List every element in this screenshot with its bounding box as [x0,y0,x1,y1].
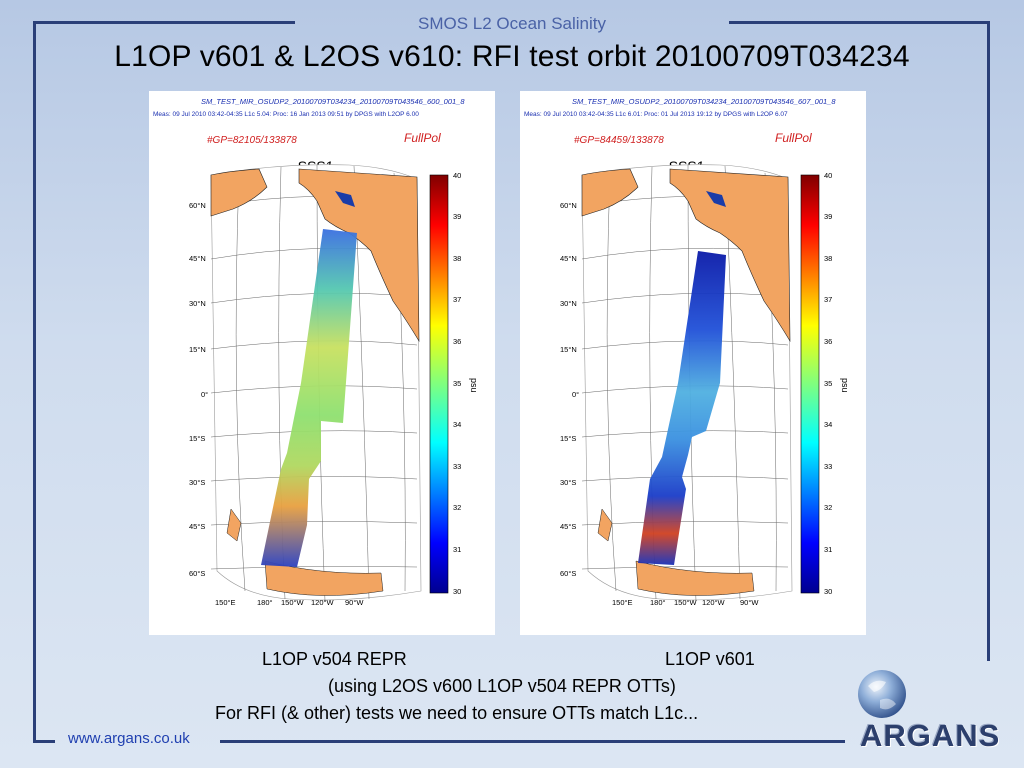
svg-text:15°S: 15°S [560,434,576,443]
svg-text:34: 34 [453,420,461,429]
map-body [210,164,422,602]
globe-icon [858,670,906,718]
svg-text:150°E: 150°E [612,598,633,607]
argans-logo: ARGANS [848,666,1014,758]
svg-text:120°W: 120°W [702,598,726,607]
svg-text:40: 40 [824,171,832,180]
svg-text:33: 33 [824,462,832,471]
svg-text:31: 31 [824,545,832,554]
caption-right: L1OP v601 [665,649,755,669]
svg-text:0°: 0° [201,390,208,399]
frame-left [33,21,36,743]
gp-text: #GP=84459/133878 [574,135,664,146]
svg-text:33: 33 [453,462,461,471]
svg-text:40: 40 [453,171,461,180]
svg-text:32: 32 [824,503,832,512]
lat-labels: 60°N 45°N 30°N 15°N 0° 15°S 30°S 45°S 60… [189,201,208,578]
svg-text:90°W: 90°W [345,598,364,607]
svg-text:35: 35 [824,379,832,388]
lon-labels: 150°E 180° 150°W 120°W 90°W [215,598,364,607]
frame-bottom-mid [220,740,845,743]
lon-labels: 150°E 180° 150°W 120°W 90°W [612,598,759,607]
frame-bottom [33,740,55,743]
svg-text:45°N: 45°N [560,254,577,263]
svg-text:34: 34 [824,420,832,429]
lat-labels: 60°N 45°N 30°N 15°N 0° 15°S 30°S 45°S 60… [560,201,579,578]
svg-text:45°S: 45°S [189,522,205,531]
filename-text: SM_TEST_MIR_OSUDP2_20100709T034234_20100… [572,97,836,106]
svg-text:30°S: 30°S [189,478,205,487]
gp-text: #GP=82105/133878 [207,135,297,146]
svg-text:39: 39 [453,212,461,221]
colorbar [429,174,449,594]
svg-text:35: 35 [453,379,461,388]
slide-title: L1OP v601 & L2OS v610: RFI test orbit 20… [114,40,910,73]
mode-text: FullPol [775,131,812,145]
svg-text:150°W: 150°W [281,598,305,607]
colorbar-ticks: 40 39 38 37 36 35 34 33 32 31 30 [453,171,461,596]
footer-url-link[interactable]: www.argans.co.uk [68,730,190,747]
svg-text:38: 38 [453,254,461,263]
caption-line-2: (using L2OS v600 L1OP v504 REPR OTTs) [328,676,676,696]
svg-text:120°W: 120°W [311,598,335,607]
frame-top-right [729,21,990,24]
svg-text:30°N: 30°N [189,299,206,308]
svg-text:32: 32 [453,503,461,512]
frame-top-left [33,21,295,24]
svg-text:90°W: 90°W [740,598,759,607]
svg-text:36: 36 [453,337,461,346]
colorbar-label: psu [469,378,479,393]
svg-text:150°E: 150°E [215,598,236,607]
map-panel-left: SM_TEST_MIR_OSUDP2_20100709T034234_20100… [149,91,495,635]
meta-text: Meas: 09 Jul 2010 03:42-04:35 L1c 6.01: … [524,111,788,118]
svg-text:0°: 0° [572,390,579,399]
logo-text: ARGANS [860,718,1001,753]
map-figure-left: SM_TEST_MIR_OSUDP2_20100709T034234_20100… [153,97,479,607]
caption-left: L1OP v504 REPR [262,649,407,669]
svg-text:36: 36 [824,337,832,346]
svg-text:39: 39 [824,212,832,221]
svg-text:15°N: 15°N [189,345,206,354]
svg-text:180°: 180° [257,598,273,607]
svg-text:15°S: 15°S [189,434,205,443]
svg-text:37: 37 [824,295,832,304]
svg-text:60°S: 60°S [560,569,576,578]
svg-text:45°S: 45°S [560,522,576,531]
colorbar-ticks: 40 39 38 37 36 35 34 33 32 31 30 [824,171,832,596]
svg-text:60°N: 60°N [560,201,577,210]
header-label: SMOS L2 Ocean Salinity [417,14,607,33]
mode-text: FullPol [404,131,441,145]
svg-text:38: 38 [824,254,832,263]
svg-text:30°S: 30°S [560,478,576,487]
colorbar [800,174,820,594]
svg-text:45°N: 45°N [189,254,206,263]
sss-swath [261,229,357,567]
svg-text:31: 31 [453,545,461,554]
svg-text:30°N: 30°N [560,299,577,308]
svg-text:180°: 180° [650,598,666,607]
svg-text:30: 30 [453,587,461,596]
sss-swath [638,251,726,565]
svg-text:60°S: 60°S [189,569,205,578]
svg-text:37: 37 [453,295,461,304]
filename-text: SM_TEST_MIR_OSUDP2_20100709T034234_20100… [201,97,465,106]
map-figure-right: SM_TEST_MIR_OSUDP2_20100709T034234_20100… [524,97,850,607]
svg-text:150°W: 150°W [674,598,698,607]
svg-text:15°N: 15°N [560,345,577,354]
meta-text: Meas: 09 Jul 2010 03:42-04:35 L1c 5.04: … [153,111,419,118]
svg-text:60°N: 60°N [189,201,206,210]
caption-line-3: For RFI (& other) tests we need to ensur… [215,703,699,723]
frame-right [987,21,990,661]
colorbar-label: psu [840,378,850,393]
map-panel-right: SM_TEST_MIR_OSUDP2_20100709T034234_20100… [520,91,866,635]
map-body [581,164,793,602]
svg-text:30: 30 [824,587,832,596]
